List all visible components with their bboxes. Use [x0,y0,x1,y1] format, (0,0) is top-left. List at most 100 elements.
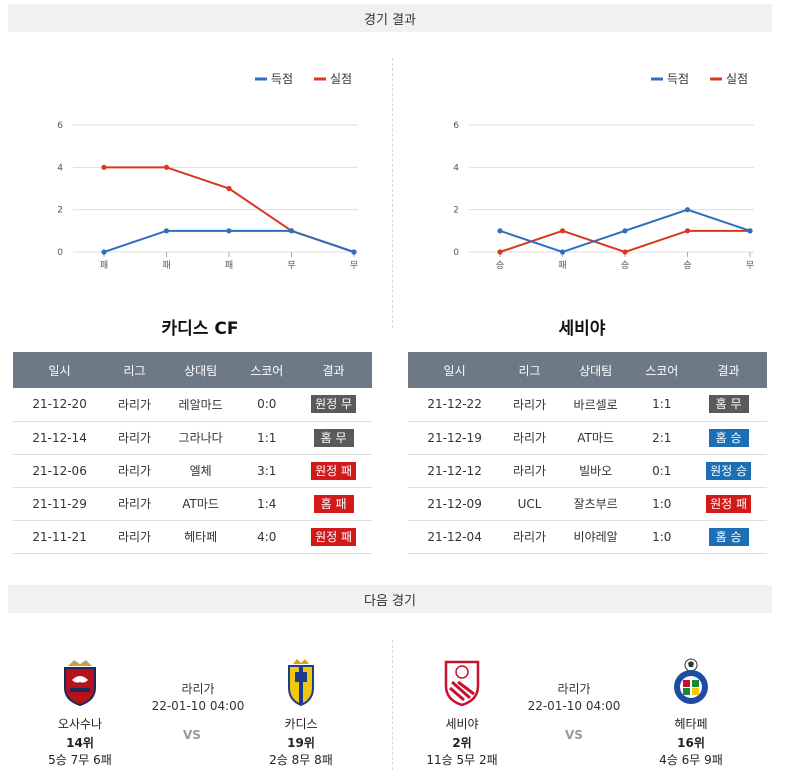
result-badge: 원정 패 [311,527,357,546]
data-point [101,249,107,255]
cadiz-results-chart: 득점 실점 0 2 4 6 패 패 패 무 무 [57,72,358,271]
table-row: 21-12-12 라리가 빌바오 0:1 원정 승 [408,454,767,488]
cadiz-crest-icon [288,659,314,707]
cell-opponent: 잘츠부르 [557,487,634,521]
home-team: 세비야 2위 11승 5무 2패 [417,658,507,768]
away-team-rank: 19위 [287,736,315,750]
cell-league: 라리가 [501,388,558,422]
table-header-row: 일시 리그 상대팀 스코어 결과 [408,352,767,388]
result-badge: 홈 승 [708,428,749,447]
y-tick-label: 4 [453,163,459,173]
getafe-crest-icon [674,658,708,704]
cell-date: 21-11-21 [13,520,107,554]
cell-league: UCL [501,487,558,521]
cell-date: 21-12-06 [13,454,107,488]
cell-score: 1:0 [633,487,691,521]
cell-date: 21-12-22 [408,388,502,422]
table-header-row: 일시 리그 상대팀 스코어 결과 [13,352,372,388]
cell-result: 홈 승 [690,421,767,455]
result-badge: 원정 승 [706,461,752,480]
data-point [684,228,691,234]
series-line-scored [103,229,355,253]
home-team-rank: 14위 [66,736,94,750]
results-title-text: 경기 결과 [364,12,416,28]
header-league: 리그 [501,352,558,388]
x-tick-label: 무 [746,260,754,271]
cell-score: 3:1 [238,454,296,488]
data-point [497,249,503,255]
header-date: 일시 [408,352,502,388]
cadiz-team-title: 카디스 CF [161,319,239,339]
away-team-name: 헤타페 [674,717,708,731]
data-point [288,228,295,234]
y-tick-label: 6 [453,121,459,131]
cell-league: 라리가 [106,421,163,455]
cell-result: 홈 무 [690,388,767,422]
away-team-record: 4승 6무 9패 [659,753,723,767]
cell-result: 원정 패 [295,520,372,554]
data-point [497,228,503,234]
result-badge: 원정 무 [311,395,357,414]
cell-result: 원정 무 [295,388,372,422]
match-league: 라리가 [557,682,591,696]
away-team-rank: 16위 [677,736,705,750]
table-row: 21-11-29 라리가 AT마드 1:4 홈 패 [13,487,372,521]
away-team: 헤타페 16위 4승 6무 9패 [646,658,736,768]
header-league: 리그 [106,352,163,388]
table-row: 21-12-04 라리가 비야레알 1:0 홈 승 [408,520,767,554]
cell-score: 2:1 [633,421,691,455]
cell-result: 홈 패 [295,487,372,521]
data-point [684,207,691,213]
cell-opponent: AT마드 [557,421,634,455]
cell-date: 21-12-14 [13,421,107,455]
x-tick-label: 승 [621,260,629,271]
legend-label: 실점 [726,72,748,86]
match-info: 라리가 22-01-10 04:00 [148,680,248,713]
next-section-title: 다음 경기 [8,585,772,613]
home-team-record: 11승 5무 2패 [426,753,498,767]
x-tick-label: 패 [225,260,233,271]
sevilla-crest-icon [444,660,480,707]
result-badge: 홈 무 [313,428,354,447]
series-line-conceded [499,229,750,254]
cell-league: 라리가 [106,454,163,488]
home-team-name: 세비야 [445,717,479,731]
cell-league: 라리가 [106,388,163,422]
cell-result: 홈 승 [690,520,767,554]
data-point [622,228,628,234]
y-tick-label: 0 [57,248,63,258]
header-opponent: 상대팀 [162,352,239,388]
cell-date: 21-12-09 [408,487,502,521]
header-opponent: 상대팀 [557,352,634,388]
chart-legend: 득점 실점 [255,72,352,86]
cell-opponent: 그라나다 [162,421,239,455]
data-point [559,249,566,255]
y-tick-label: 0 [453,248,459,258]
cell-opponent: 비야레알 [557,520,634,554]
legend-label: 실점 [330,72,352,86]
match-datetime: 22-01-10 04:00 [527,699,621,713]
y-tick-label: 6 [57,121,63,131]
table-row: 21-12-20 라리가 레알마드 0:0 원정 무 [13,388,372,422]
data-point [559,228,566,234]
x-tick-label: 패 [558,260,566,271]
home-team-rank: 2위 [452,736,472,750]
chart-divider [392,58,393,328]
home-team: 오사수나 14위 5승 7무 6패 [35,658,125,768]
cell-opponent: 엘체 [162,454,239,488]
sevilla-results-chart: 득점 실점 0 2 4 6 승 패 승 승 무 [453,72,754,271]
x-tick-label: 무 [287,260,295,271]
sevilla-results-table: 일시 리그 상대팀 스코어 결과 21-12-22 라리가 바르셀로 1:1 홈 무 21… [408,352,767,554]
table-row: 21-12-22 라리가 바르셀로 1:1 홈 무 [408,388,767,422]
cell-score: 1:1 [238,421,296,455]
next-title-text: 다음 경기 [364,593,416,609]
cell-league: 라리가 [501,421,558,455]
data-point [226,185,232,192]
table-row: 21-12-19 라리가 AT마드 2:1 홈 승 [408,421,767,455]
away-team: 카디스 19위 2승 8무 8패 [256,658,346,768]
osasuna-crest-icon [64,660,96,707]
result-badge: 홈 패 [313,494,354,513]
cell-date: 21-12-19 [408,421,502,455]
cell-opponent: 레알마드 [162,388,239,422]
cell-league: 라리가 [106,487,163,521]
